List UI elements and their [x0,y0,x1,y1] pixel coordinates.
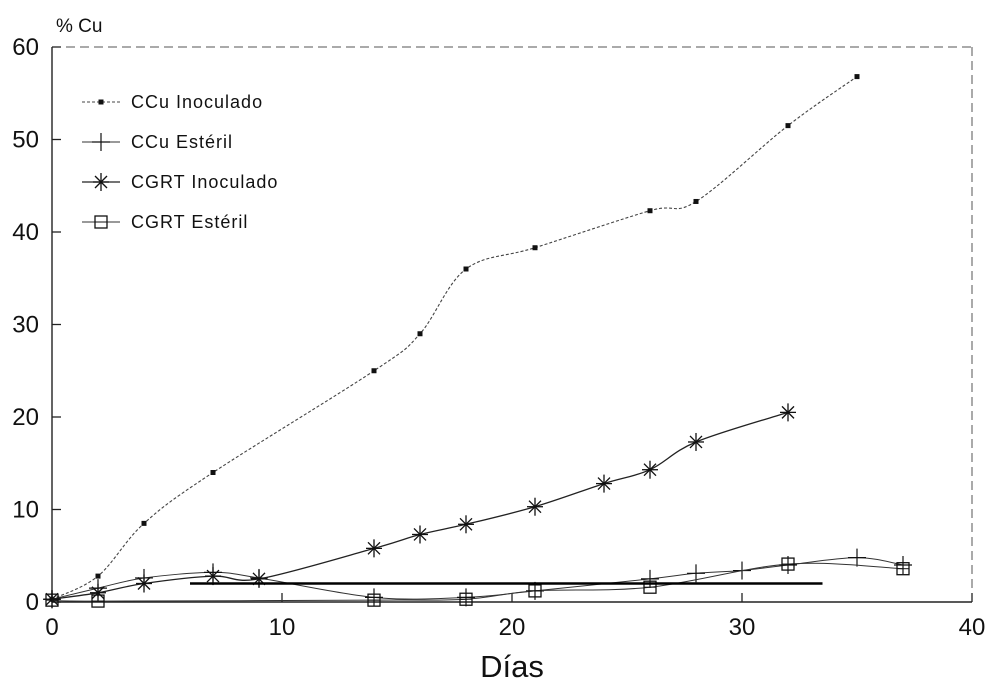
data-point [463,266,469,272]
data-point [693,198,699,204]
y-axis-label: % Cu [56,16,102,37]
series-line [51,557,904,600]
legend-item: CCu Estéril [82,132,233,152]
dot-mark [417,331,423,337]
data-point [527,497,543,516]
data-point [785,123,791,129]
data-point [251,569,267,588]
star-d2 [597,477,611,491]
x-tick-label: 40 [959,614,986,641]
dot-mark [98,99,104,105]
legend-item: CCu Inoculado [82,92,263,112]
dot-mark [95,573,101,579]
y-tick-label: 20 [12,404,39,431]
dot-mark [785,123,791,129]
star-d2 [781,405,795,419]
x-tick-label: 30 [729,614,756,641]
data-point [91,594,105,608]
legend-marker [94,215,108,229]
dot-mark [463,266,469,272]
data-point [205,567,221,586]
data-point [596,474,612,493]
series-layer [43,74,912,609]
star-d2 [689,435,703,449]
series-line [51,562,904,602]
data-point [141,520,147,526]
dot-mark [647,208,653,214]
legend-label: CCu Estéril [131,132,233,152]
x-tick-label: 20 [499,614,526,641]
legend-label: CCu Inoculado [131,92,263,112]
star-d2 [459,517,473,531]
data-point [688,432,704,451]
legend-item: CGRT Estéril [82,212,248,232]
data-point [643,580,657,594]
series-line [51,76,858,600]
star-d2 [91,586,105,600]
y-tick-label: 10 [12,497,39,524]
data-point [412,525,428,544]
data-point [95,573,101,579]
dot-mark [854,74,860,80]
data-point [371,368,377,374]
x-axis-label: Días [480,649,544,682]
legend-marker [93,173,109,191]
data-point [458,515,474,534]
data-point [854,74,860,80]
data-point [642,460,658,479]
legend-item: CGRT Inoculado [82,172,278,192]
dot-mark [371,368,377,374]
dot-mark [693,198,699,204]
data-point [90,583,106,602]
data-point [781,557,795,571]
data-point [136,574,152,593]
series-line [51,411,789,600]
series-3 [44,403,796,609]
data-point [528,584,542,598]
data-point [459,592,473,606]
y-tick-label: 50 [12,127,39,154]
dot-mark [210,470,216,475]
data-point [780,403,796,422]
data-point [367,593,381,607]
star-d2 [94,175,108,189]
series-1 [49,74,860,602]
data-point [848,548,866,567]
star-d2 [643,463,657,477]
legend-marker [92,133,110,151]
plot-frame [51,46,973,603]
x-tick-label: 0 [45,614,58,641]
data-point [417,331,423,337]
x-tick-label: 10 [269,614,296,641]
data-point [210,470,216,475]
star-d2 [206,569,220,583]
legend-label: CGRT Inoculado [131,172,278,192]
axis-ticks: 0 10 20 30 40 0 10 20 30 40 50 60 [12,34,985,641]
legend-marker [98,99,104,105]
data-point [647,208,653,214]
y-tick-label: 30 [12,312,39,339]
star-d2 [367,541,381,555]
data-point [896,562,910,576]
y-tick-label: 0 [26,589,39,616]
series-4 [45,557,910,608]
dot-mark [141,520,147,526]
data-point [532,245,538,251]
legend: CCu Inoculado CCu Estéril CGRT Inoculado CG… [82,92,278,232]
data-point [366,539,382,558]
legend-label: CGRT Estéril [131,212,248,232]
dot-mark [532,245,538,251]
data-point [45,593,59,607]
star-d2 [45,592,59,606]
data-point [44,590,60,609]
star-d2 [137,577,151,590]
data-point [641,569,659,588]
star-d2 [528,500,542,514]
y-tick-label: 40 [12,219,39,246]
y-tick-label: 60 [12,34,39,61]
star-d2 [413,528,427,541]
